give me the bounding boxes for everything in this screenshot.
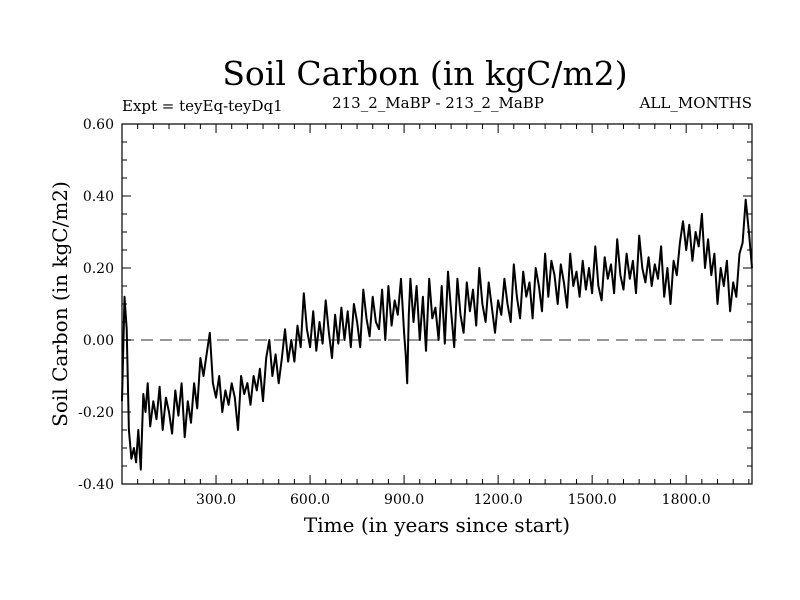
months-label: ALL_MONTHS: [639, 94, 752, 112]
y-axis-label: Soil Carbon (in kgC/m2): [48, 181, 72, 427]
x-axis-label: Time (in years since start): [304, 513, 570, 537]
x-tick-label: 300.0: [196, 492, 236, 508]
x-tick-label: 1500.0: [568, 492, 617, 508]
y-tick-label: 0.60: [83, 117, 114, 133]
plot-frame: [121, 123, 753, 485]
y-tick-label: -0.20: [78, 405, 114, 421]
x-tick-label: 600.0: [290, 492, 330, 508]
period-label: 213_2_MaBP - 213_2_MaBP: [332, 94, 544, 112]
x-tick-label: 1200.0: [474, 492, 523, 508]
y-tick-label: 0.20: [83, 261, 114, 277]
y-tick-label: -0.40: [78, 477, 114, 493]
y-tick-label: 0.40: [83, 189, 114, 205]
series-line-0: [121, 198, 753, 471]
y-tick-label: 0.00: [83, 333, 114, 349]
x-tick-label: 1800.0: [662, 492, 711, 508]
chart-title: Soil Carbon (in kgC/m2): [222, 54, 627, 93]
x-tick-label: 900.0: [384, 492, 424, 508]
plot-area: 300.0 600.0 900.0 1200.0 1500.0 1800.0 -0.40 -0…: [78, 117, 753, 508]
experiment-label: Expt = teyEq-teyDq1: [122, 97, 283, 115]
